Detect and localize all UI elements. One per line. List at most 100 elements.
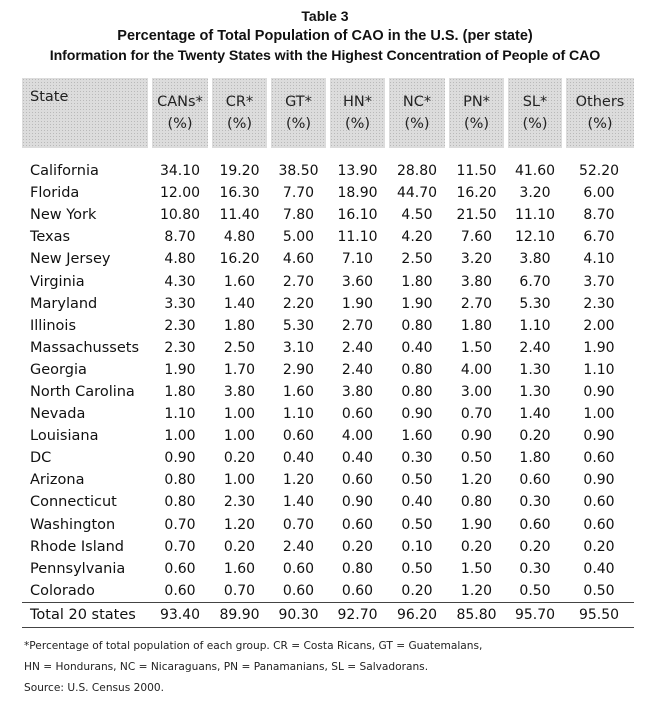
percentage-cell: 1.90: [460, 516, 493, 533]
percentage-cell: 3.60: [341, 273, 374, 290]
percentage-cell: 16.20: [219, 251, 260, 268]
percentage-cell: 13.90: [337, 163, 378, 180]
percentage-cell: 12.10: [514, 229, 556, 246]
percentage-cell: 6.00: [583, 185, 615, 202]
percentage-cell: 1.50: [460, 560, 493, 577]
percentage-cell: 0.80: [341, 560, 374, 577]
percentage-cell: 0.40: [401, 494, 433, 511]
table-row: New Jersey 4.80 16.20 4.60 7.10 2.50 3.20 3.80 4…: [22, 248, 634, 270]
percentage-cell: 1.80: [223, 317, 256, 334]
state-name-cell: New Jersey: [30, 251, 111, 268]
percentage-cell: 0.60: [341, 472, 374, 489]
column-header-cr: CR* (%): [210, 78, 271, 148]
percentage-cell: 1.10: [282, 406, 315, 423]
table-row: Arizona 0.80 1.00 1.20 0.60 0.50 1.20 0.60 0.90: [22, 469, 634, 491]
percentage-cell: 3.70: [583, 273, 615, 290]
percentage-cell: 16.20: [456, 185, 497, 202]
percentage-cell: 1.40: [223, 295, 256, 312]
column-header-label: PN*: [463, 94, 490, 110]
percentage-cell: 95.50: [564, 601, 634, 628]
column-header-state: State: [22, 78, 152, 148]
column-header-label: NC*: [402, 94, 432, 110]
column-header-unit: (%): [344, 116, 371, 132]
percentage-cell: 5.30: [282, 317, 315, 334]
percentage-cell: 2.70: [341, 317, 374, 334]
percentage-cell: 0.70: [282, 516, 315, 533]
percentage-cell: 2.00: [583, 317, 615, 334]
percentage-cell: 3.10: [282, 339, 315, 356]
table-title: Percentage of Total Population of CAO in…: [117, 28, 533, 44]
percentage-cell: 0.60: [282, 560, 315, 577]
percentage-cell: 44.70: [396, 185, 438, 202]
percentage-cell: 0.60: [519, 516, 551, 533]
percentage-cell: 0.50: [519, 582, 551, 599]
percentage-cell: 2.50: [401, 251, 433, 268]
state-name-cell: Pennsylvania: [30, 560, 126, 577]
percentage-cell: 2.40: [341, 361, 374, 378]
state-name-cell: Nevada: [30, 406, 86, 423]
state-name-cell: Washington: [30, 516, 116, 533]
percentage-cell: 2.30: [164, 339, 196, 356]
percentage-cell: 1.90: [401, 295, 433, 312]
percentage-cell: 0.80: [164, 472, 196, 489]
table-row: Florida 12.00 16.30 7.70 18.90 44.70 16.20 3.20…: [22, 182, 634, 204]
state-name-cell: New York: [30, 207, 97, 224]
column-header-hn: HN* (%): [328, 78, 389, 148]
state-name-cell: Arizona: [30, 472, 85, 489]
percentage-cell: 11.50: [456, 163, 497, 180]
percentage-cell: 21.50: [456, 207, 497, 224]
table-row: New York 10.80 11.40 7.80 16.10 4.50 21.50 11.1…: [22, 204, 634, 226]
percentage-cell: 90.30: [269, 601, 328, 628]
percentage-cell: 1.90: [164, 361, 196, 378]
percentage-cell: 0.90: [341, 494, 374, 511]
table-row: Connecticut 0.80 2.30 1.40 0.90 0.40 0.80 0.30 0…: [22, 491, 634, 513]
table-row: North Carolina 1.80 3.80 1.60 3.80 0.80 3.00 1.…: [22, 381, 634, 403]
percentage-cell: 0.80: [401, 317, 433, 334]
column-header-label: CR*: [225, 94, 254, 110]
percentage-cell: 1.00: [223, 472, 256, 489]
percentage-cell: 92.70: [328, 601, 387, 628]
percentage-cell: 1.60: [223, 273, 256, 290]
state-name-cell: Connecticut: [30, 494, 117, 511]
percentage-cell: 0.60: [282, 582, 315, 599]
percentage-cell: 0.80: [164, 494, 196, 511]
percentage-cell: 10.80: [159, 207, 201, 224]
percentage-cell: 0.50: [401, 516, 433, 533]
percentage-cell: 2.30: [223, 494, 256, 511]
percentage-cell: 3.80: [341, 383, 374, 400]
percentage-cell: 1.30: [519, 383, 551, 400]
percentage-cell: 0.50: [401, 560, 433, 577]
percentage-cell: 3.30: [164, 295, 196, 312]
percentage-cell: 1.20: [460, 472, 493, 489]
percentage-cell: 0.60: [164, 582, 196, 599]
column-header-label: CANs*: [157, 94, 203, 110]
percentage-cell: 0.20: [401, 582, 433, 599]
column-header-others: Others (%): [564, 78, 634, 148]
percentage-cell: 6.70: [583, 229, 615, 246]
table-header-row: State CANs* (%) CR* (%) GT* (%) HN* (%) NC* (%) PN*…: [22, 78, 634, 148]
percentage-cell: 0.40: [401, 339, 433, 356]
state-name-cell: Florida: [30, 185, 80, 202]
percentage-cell: 2.40: [341, 339, 374, 356]
percentage-cell: 5.30: [519, 295, 551, 312]
state-name-cell: Massachussets: [30, 339, 140, 356]
column-header-pn: PN* (%): [447, 78, 508, 148]
table-row: Colorado 0.60 0.70 0.60 0.60 0.20 1.20 0.50 0.50: [22, 580, 634, 603]
percentage-cell: 1.10: [519, 317, 551, 334]
state-name-cell: Maryland: [30, 295, 98, 312]
header-spacer-cell: [22, 148, 634, 160]
percentage-cell: 0.60: [583, 516, 615, 533]
percentage-cell: 16.10: [337, 207, 378, 224]
percentage-cell: 0.40: [341, 450, 374, 467]
table-subtitle: Information for the Twenty States with t…: [49, 48, 601, 64]
column-header-unit: (%): [522, 116, 548, 132]
percentage-cell: 2.90: [282, 361, 315, 378]
percentage-cell: 0.90: [460, 428, 493, 445]
table-row: Virginia 4.30 1.60 2.70 3.60 1.80 3.80 6.70 3.70: [22, 270, 634, 292]
percentage-cell: 6.70: [519, 273, 551, 290]
percentage-cell: 0.20: [223, 538, 256, 555]
percentage-cell: 1.10: [583, 361, 615, 378]
state-name-cell: Rhode Island: [30, 538, 125, 555]
percentage-cell: 3.20: [519, 185, 551, 202]
footnote-source: Source: U.S. Census 2000.: [24, 682, 164, 694]
